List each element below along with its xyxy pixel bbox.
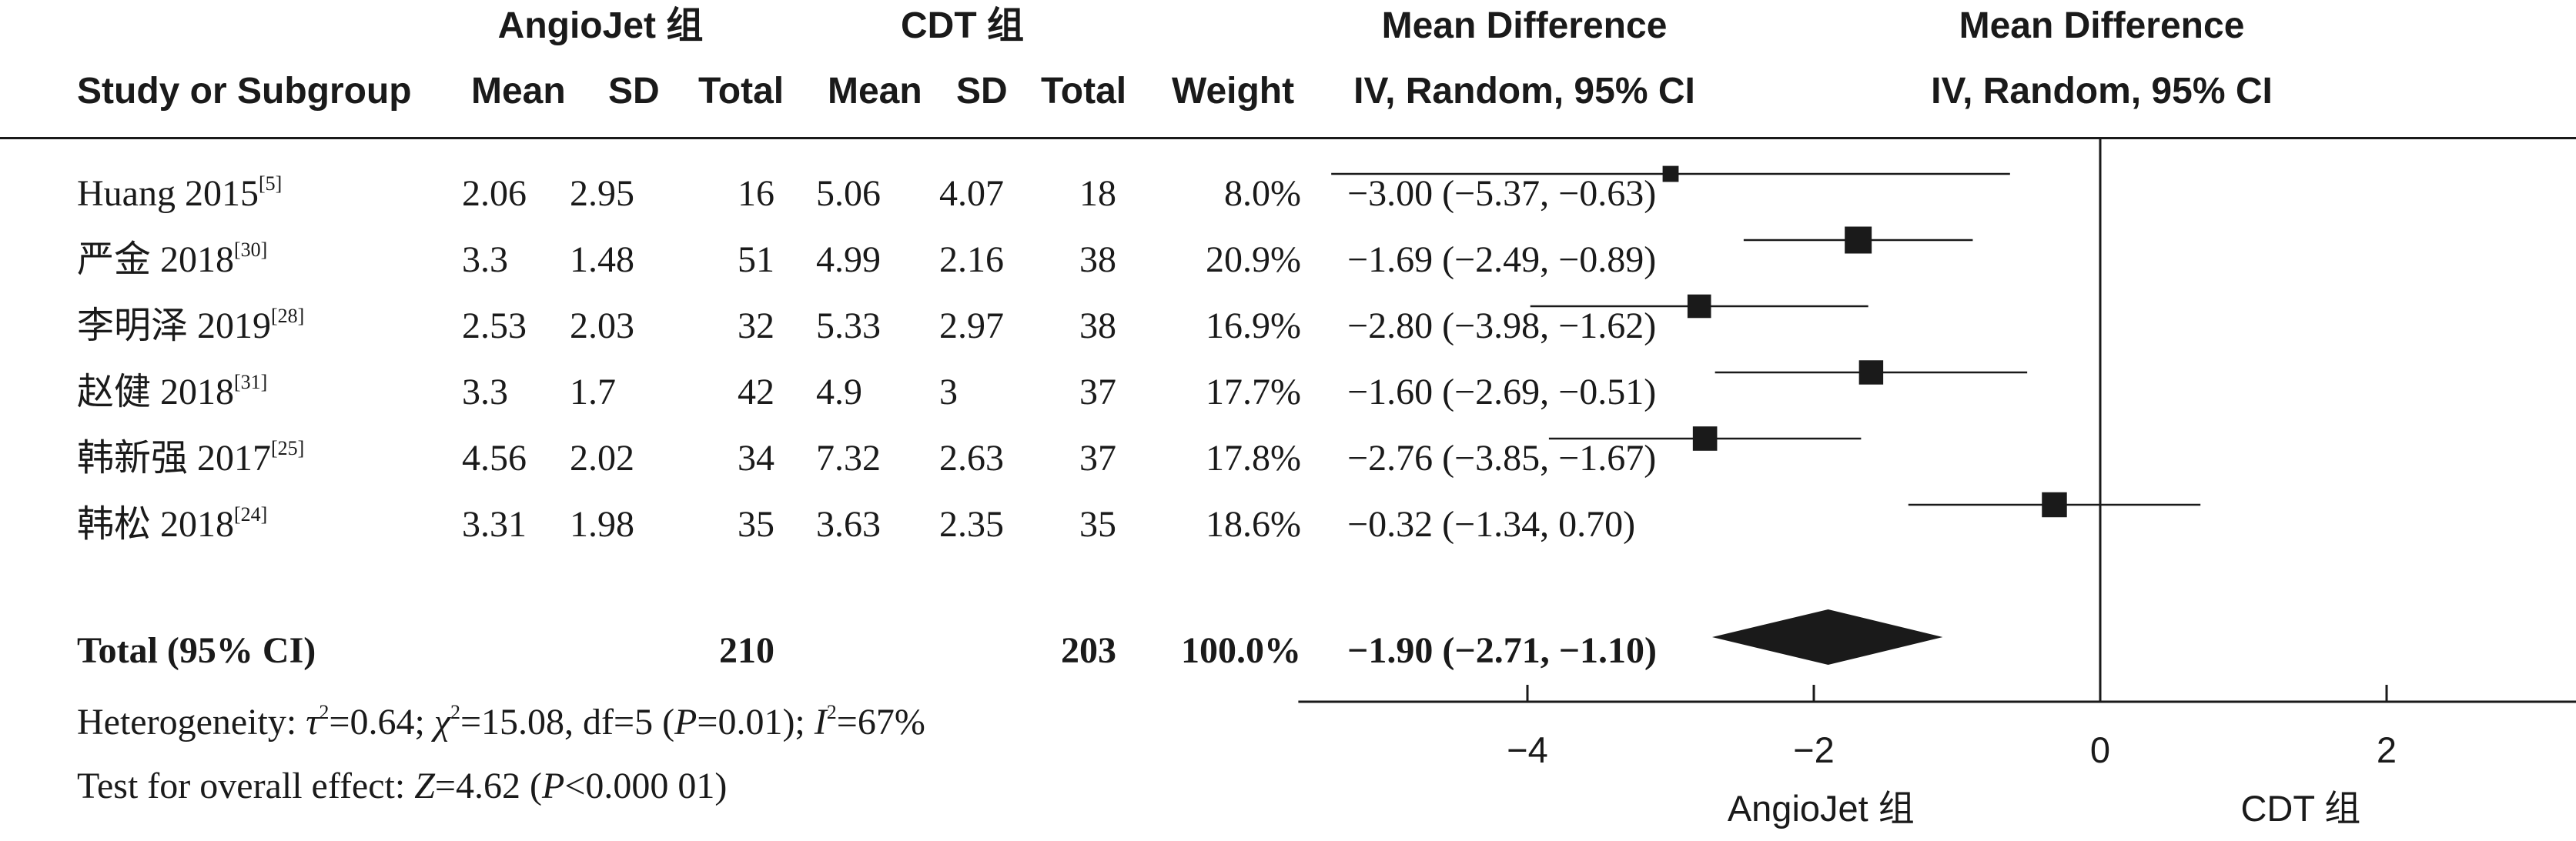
study-m2: 5.33	[816, 305, 881, 346]
study-m1: 3.3	[462, 372, 508, 412]
effect-marker	[1662, 165, 1679, 182]
sd1-column-header: SD	[608, 71, 660, 112]
plot-subtitle: IV, Random, 95% CI	[1931, 71, 2273, 112]
study-column-header: Study or Subgroup	[77, 71, 412, 112]
study-m1: 2.53	[462, 305, 527, 346]
total-weight: 100.0%	[1181, 630, 1301, 671]
study-n1: 42	[738, 372, 774, 412]
study-m1: 3.3	[462, 239, 508, 280]
study-name: 严金 2018[30]	[77, 239, 268, 280]
study-name: 李明泽 2019[28]	[77, 305, 305, 346]
overall-effect-text: Test for overall effect: Z=4.62 (P<0.000…	[77, 766, 728, 806]
x-tick-label: −2	[1793, 729, 1835, 770]
study-sd2: 4.07	[939, 173, 1004, 214]
study-m2: 7.32	[816, 438, 881, 479]
group2-title: CDT 组	[901, 5, 1024, 46]
sd2-column-header: SD	[956, 71, 1008, 112]
total2-column-header: Total	[1041, 71, 1127, 112]
study-sd1: 2.03	[570, 305, 634, 346]
study-n1: 32	[738, 305, 774, 346]
study-sd1: 1.7	[570, 372, 616, 412]
effect-marker	[1692, 426, 1718, 451]
study-name: Huang 2015[5]	[77, 172, 283, 214]
study-m2: 5.06	[816, 173, 881, 214]
effect-marker	[1845, 226, 1872, 254]
study-weight: 16.9%	[1206, 305, 1301, 346]
effect-marker	[2042, 492, 2067, 518]
ci-column-header: IV, Random, 95% CI	[1353, 71, 1695, 112]
study-n1: 35	[738, 504, 774, 545]
study-ci-text: −3.00 (−5.37, −0.63)	[1347, 173, 1657, 214]
total-n1: 210	[719, 630, 774, 671]
x-tick-label: 2	[2377, 729, 2397, 770]
group1-title: AngioJet 组	[497, 5, 704, 46]
total-label: Total (95% CI)	[77, 630, 316, 671]
plot-title: Mean Difference	[1959, 5, 2245, 46]
study-m1: 2.06	[462, 173, 527, 214]
favours-right-label: CDT 组	[2240, 788, 2360, 829]
weight-column-header: Weight	[1172, 71, 1295, 112]
x-tick-label: 0	[2090, 729, 2110, 770]
study-ci-text: −0.32 (−1.34, 0.70)	[1347, 504, 1636, 545]
study-m2: 4.9	[816, 372, 862, 412]
study-ci-text: −2.76 (−3.85, −1.67)	[1347, 438, 1657, 479]
study-name: 韩松 2018[24]	[77, 503, 268, 545]
study-sd2: 2.97	[939, 305, 1004, 346]
x-tick-label: −4	[1507, 729, 1548, 770]
study-sd1: 1.48	[570, 239, 634, 280]
study-m1: 3.31	[462, 504, 527, 545]
study-m2: 3.63	[816, 504, 881, 545]
heterogeneity-text: Heterogeneity: τ2=0.64; χ2=15.08, df=5 (…	[77, 701, 925, 743]
study-n1: 34	[738, 438, 774, 479]
study-n2: 37	[1079, 438, 1116, 479]
study-n2: 38	[1079, 305, 1116, 346]
pooled-diamond	[1711, 609, 1943, 665]
study-weight: 20.9%	[1206, 239, 1301, 280]
study-sd2: 2.63	[939, 438, 1004, 479]
favours-left-label: AngioJet 组	[1728, 788, 1915, 829]
study-sd2: 3	[939, 372, 958, 412]
effect-marker	[1687, 294, 1711, 319]
study-n2: 18	[1079, 173, 1116, 214]
study-ci-text: −1.69 (−2.49, −0.89)	[1347, 239, 1657, 280]
study-m1: 4.56	[462, 438, 527, 479]
header-rule	[0, 137, 2576, 139]
study-sd1: 2.02	[570, 438, 634, 479]
study-sd2: 2.16	[939, 239, 1004, 280]
study-ci-text: −1.60 (−2.69, −0.51)	[1347, 372, 1657, 412]
study-weight: 17.7%	[1206, 372, 1301, 412]
total-ci-text: −1.90 (−2.71, −1.10)	[1347, 630, 1658, 671]
study-sd1: 2.95	[570, 173, 634, 214]
study-weight: 18.6%	[1206, 504, 1301, 545]
study-name: 赵健 2018[31]	[77, 371, 268, 412]
effect-marker	[1858, 360, 1884, 385]
study-sd2: 2.35	[939, 504, 1004, 545]
study-n1: 16	[738, 173, 774, 214]
study-m2: 4.99	[816, 239, 881, 280]
study-weight: 8.0%	[1224, 173, 1301, 214]
total1-column-header: Total	[698, 71, 785, 112]
mean1-column-header: Mean	[471, 71, 566, 112]
study-ci-text: −2.80 (−3.98, −1.62)	[1347, 305, 1657, 346]
study-n1: 51	[738, 239, 774, 280]
study-n2: 37	[1079, 372, 1116, 412]
study-sd1: 1.98	[570, 504, 634, 545]
study-name: 韩新强 2017[25]	[77, 437, 305, 479]
study-n2: 35	[1079, 504, 1116, 545]
study-n2: 38	[1079, 239, 1116, 280]
total-n2: 203	[1061, 630, 1116, 671]
study-weight: 17.8%	[1206, 438, 1301, 479]
mean2-column-header: Mean	[828, 71, 922, 112]
mean-difference-title: Mean Difference	[1381, 5, 1668, 46]
